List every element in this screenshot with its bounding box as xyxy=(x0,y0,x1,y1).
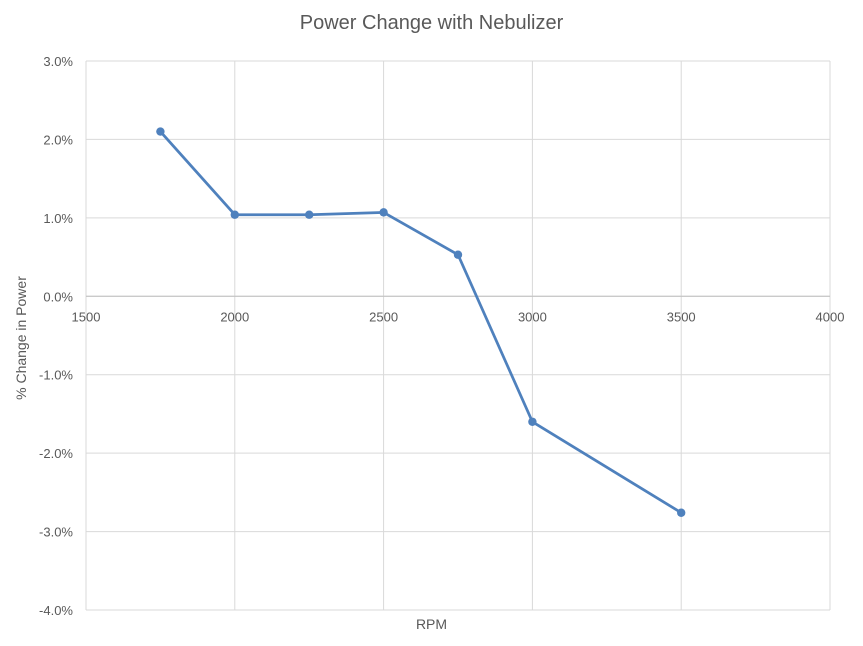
y-tick-label: -1.0% xyxy=(39,368,73,383)
x-tick-label: 3000 xyxy=(518,309,547,324)
data-point xyxy=(156,127,165,136)
x-tick-label: 1500 xyxy=(72,309,101,324)
data-point xyxy=(453,250,463,259)
y-tick-labels: 3.0% 2.0% 1.0% 0.0% -1.0% -2.0% -3.0% -4.0% xyxy=(39,54,73,618)
y-tick-label: -4.0% xyxy=(39,603,73,618)
y-tick-label: 0.0% xyxy=(43,289,73,304)
y-tick-label: -2.0% xyxy=(39,446,73,461)
x-tick-label: 2500 xyxy=(369,309,398,324)
data-point xyxy=(305,210,314,219)
gridlines xyxy=(85,60,831,611)
y-tick-label: 1.0% xyxy=(43,211,73,226)
x-tick-label: 2000 xyxy=(220,309,249,324)
x-tick-label: 4000 xyxy=(816,309,845,324)
data-point xyxy=(677,508,686,517)
y-tick-label: -3.0% xyxy=(39,525,73,540)
data-point xyxy=(379,208,388,217)
data-point xyxy=(230,210,239,219)
x-axis-label: RPM xyxy=(415,616,448,632)
series-layer xyxy=(156,127,686,517)
x-tick-labels: 1500 2000 2500 3000 3500 4000 xyxy=(72,309,845,324)
data-point xyxy=(528,417,537,426)
y-tick-label: 2.0% xyxy=(43,132,73,147)
x-tick-label: 3500 xyxy=(667,309,696,324)
y-tick-label: 3.0% xyxy=(43,54,73,69)
chart-title: Power Change with Nebulizer xyxy=(299,12,564,34)
